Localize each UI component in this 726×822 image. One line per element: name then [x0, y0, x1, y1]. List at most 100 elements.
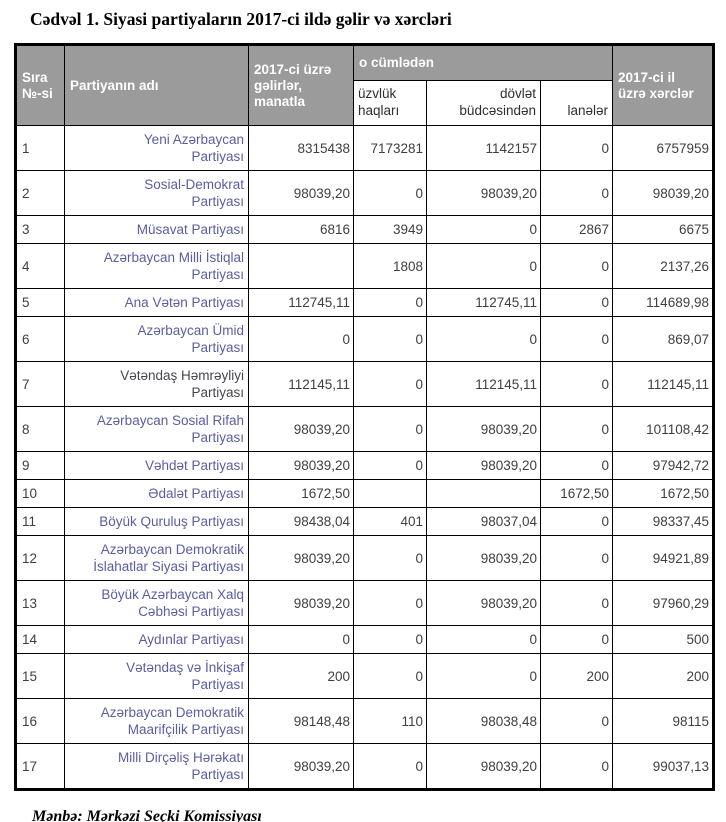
table-row: 14 Aydınlar Partiyası 0 0 0 0 500: [15, 625, 714, 654]
party-name: Azərbaycan Milli İstiqlal Partiyası: [64, 243, 249, 289]
party-name: Azərbaycan Demokratik Maarifçilik Partiy…: [64, 698, 249, 744]
state-budget-value: 98039,20: [426, 451, 541, 480]
membership-fees-value: 0: [353, 316, 427, 362]
donations-value: 0: [540, 451, 613, 480]
income-value: 98039,20: [248, 580, 354, 626]
income-value: 200: [248, 653, 354, 699]
state-budget-value: 98039,20: [426, 743, 541, 790]
expenses-value: 869,07: [612, 316, 714, 362]
donations-value: 1672,50: [540, 479, 613, 508]
expenses-value: 98337,45: [612, 507, 714, 536]
state-budget-value: 0: [426, 316, 541, 362]
party-name: Böyük Quruluş Partiyası: [64, 507, 249, 536]
subheader-state-budget: dövlət büdcəsindən: [426, 80, 541, 126]
party-name: Yeni Azərbaycan Partiyası: [64, 125, 249, 171]
donations-value: 0: [540, 507, 613, 536]
header-expenses-2017: 2017-ci il üzrə xərclər: [612, 44, 714, 126]
membership-fees-value: 0: [353, 653, 427, 699]
table-row: 15 Vətəndaş və İnkişaf Partiyası 200 0 0 200 2…: [15, 653, 714, 699]
donations-value: 0: [540, 535, 613, 581]
header-including-group: o cümlədən: [353, 44, 613, 81]
donations-value: 0: [540, 170, 613, 216]
income-value: 112745,11: [248, 288, 354, 317]
expenses-value: 114689,98: [612, 288, 714, 317]
income-value: [248, 243, 354, 289]
table-row: 13 Böyük Azərbaycan Xalq Cəbhəsi Partiyas…: [15, 580, 714, 626]
party-finance-table: Sıra №-si Partiyanın adı 2017-ci üzrə gə…: [14, 43, 715, 791]
income-value: 98039,20: [248, 406, 354, 452]
donations-value: 0: [540, 625, 613, 654]
donations-value: 0: [540, 743, 613, 790]
party-name: Azərbaycan Ümid Partiyası: [64, 316, 249, 362]
row-number: 7: [15, 361, 65, 407]
state-budget-value: 1142157: [426, 125, 541, 171]
donations-value: 0: [540, 288, 613, 317]
row-number: 17: [15, 743, 65, 790]
income-value: 0: [248, 316, 354, 362]
row-number: 1: [15, 125, 65, 171]
table-header: Sıra №-si Partiyanın adı 2017-ci üzrə gə…: [15, 44, 714, 126]
table-caption: Cədvəl 1. Siyasi partiyaların 2017-ci il…: [30, 9, 452, 29]
membership-fees-value: 0: [353, 406, 427, 452]
state-budget-value: 98039,20: [426, 170, 541, 216]
table-row: 6 Azərbaycan Ümid Partiyası 0 0 0 0 869,07: [15, 316, 714, 362]
membership-fees-value: 0: [353, 580, 427, 626]
table-row: 4 Azərbaycan Milli İstiqlal Partiyası 1808…: [15, 243, 714, 289]
membership-fees-value: 0: [353, 743, 427, 790]
source-note: Mənbə: Mərkəzi Seçki Komissiyası: [32, 808, 262, 822]
donations-value: 0: [540, 243, 613, 289]
table-row: 17 Milli Dirçəliş Hərəkatı Partiyası 98039…: [15, 743, 714, 790]
expenses-value: 2137,26: [612, 243, 714, 289]
state-budget-value: 112145,11: [426, 361, 541, 407]
state-budget-value: 112745,11: [426, 288, 541, 317]
membership-fees-value: 7173281: [353, 125, 427, 171]
membership-fees-value: 1808: [353, 243, 427, 289]
header-row-number: Sıra №-si: [15, 44, 65, 126]
membership-fees-value: 0: [353, 535, 427, 581]
donations-value: 0: [540, 406, 613, 452]
party-name: Vətəndaş və İnkişaf Partiyası: [64, 653, 249, 699]
income-value: 112145,11: [248, 361, 354, 407]
table-row: 12 Azərbaycan Demokratik İslahatlar Siyas…: [15, 535, 714, 581]
expenses-value: 97960,29: [612, 580, 714, 626]
membership-fees-value: 0: [353, 361, 427, 407]
row-number: 8: [15, 406, 65, 452]
membership-fees-value: [353, 479, 427, 508]
header-party-name: Partiyanın adı: [64, 44, 249, 126]
expenses-value: 6757959: [612, 125, 714, 171]
table-body: 1 Yeni Azərbaycan Partiyası 8315438 7173281…: [15, 125, 714, 790]
subheader-membership-fees: üzvlük haqları: [353, 80, 427, 126]
state-budget-value: 98038,48: [426, 698, 541, 744]
row-number: 9: [15, 451, 65, 480]
table-row: 1 Yeni Azərbaycan Partiyası 8315438 7173281…: [15, 125, 714, 171]
row-number: 14: [15, 625, 65, 654]
row-number: 3: [15, 215, 65, 244]
income-value: 98438,04: [248, 507, 354, 536]
table-row: 5 Ana Vətən Partiyası 112745,11 0 112745,11 0…: [15, 288, 714, 317]
party-name: Aydınlar Partiyası: [64, 625, 249, 654]
party-name: Böyük Azərbaycan Xalq Cəbhəsi Partiyası: [64, 580, 249, 626]
state-budget-value: 98039,20: [426, 535, 541, 581]
table-row: 11 Böyük Quruluş Partiyası 98438,04 401 9803…: [15, 507, 714, 536]
expenses-value: 94921,89: [612, 535, 714, 581]
membership-fees-value: 0: [353, 625, 427, 654]
table-row: 9 Vəhdət Partiyası 98039,20 0 98039,20 0 97942…: [15, 451, 714, 480]
state-budget-value: 0: [426, 653, 541, 699]
membership-fees-value: 401: [353, 507, 427, 536]
expenses-value: 98039,20: [612, 170, 714, 216]
income-value: 6816: [248, 215, 354, 244]
membership-fees-value: 0: [353, 451, 427, 480]
row-number: 5: [15, 288, 65, 317]
expenses-value: 200: [612, 653, 714, 699]
donations-value: 0: [540, 125, 613, 171]
table-row: 7 Vətəndaş Həmrəyliyi Partiyası 112145,11 0…: [15, 361, 714, 407]
row-number: 4: [15, 243, 65, 289]
expenses-value: 98115: [612, 698, 714, 744]
party-name: Ədalət Partiyası: [64, 479, 249, 508]
row-number: 13: [15, 580, 65, 626]
row-number: 6: [15, 316, 65, 362]
state-budget-value: [426, 479, 541, 508]
row-number: 10: [15, 479, 65, 508]
membership-fees-value: 110: [353, 698, 427, 744]
donations-value: 0: [540, 316, 613, 362]
